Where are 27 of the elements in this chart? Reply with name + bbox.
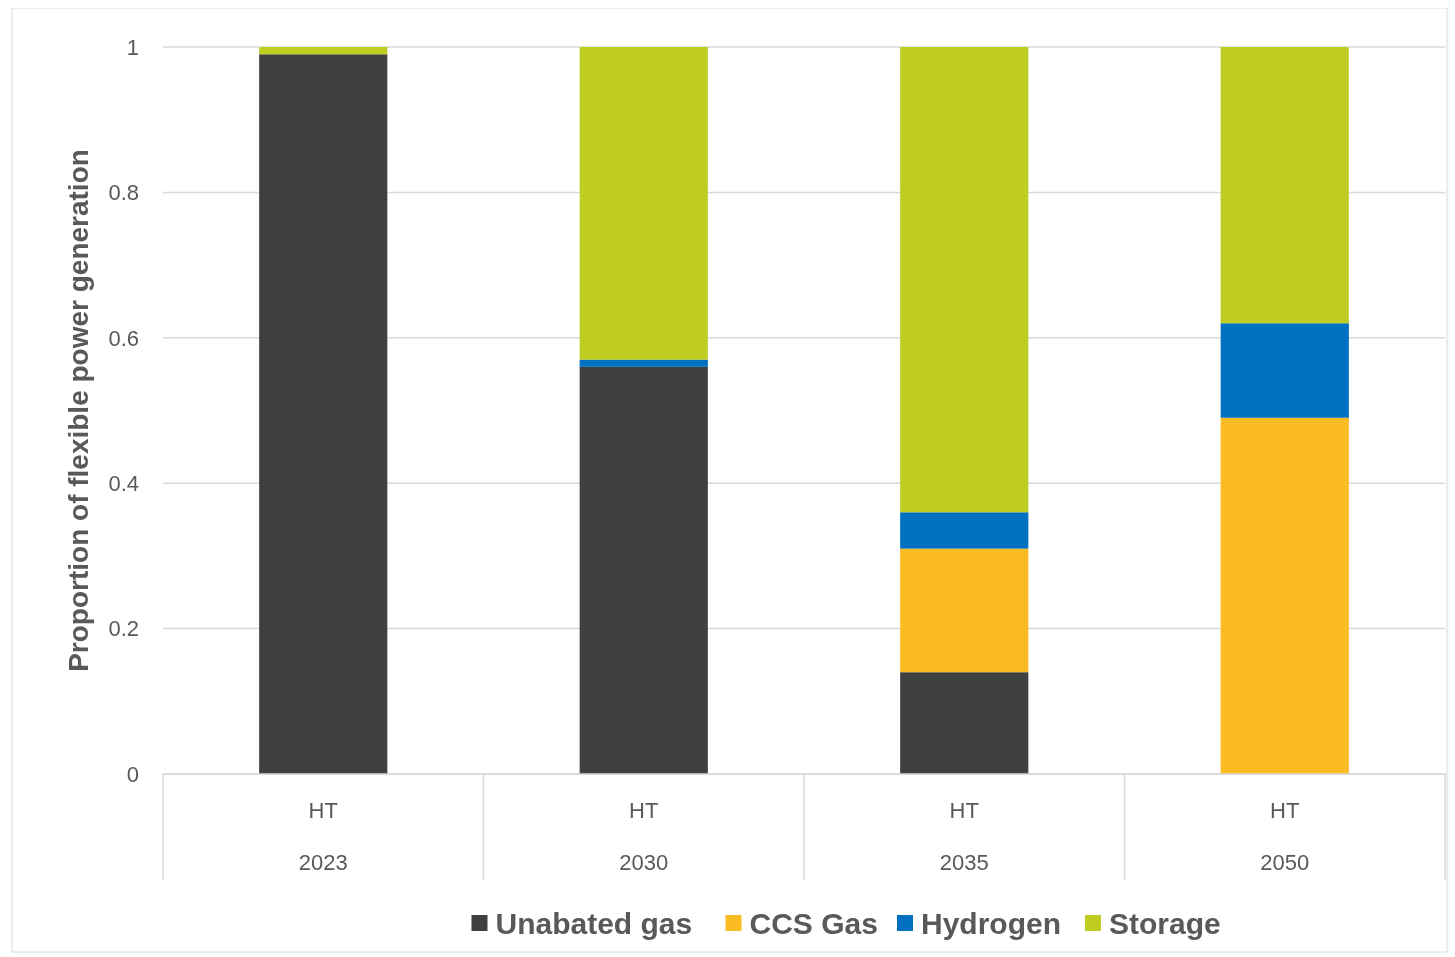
legend-label: Unabated gas — [495, 906, 693, 940]
bar — [1220, 417, 1349, 774]
y-tick-label: 0.8 — [108, 180, 139, 206]
bar — [900, 548, 1029, 673]
y-tick-label: 1 — [126, 34, 139, 60]
y-tick-label: 0 — [126, 761, 139, 787]
bar — [900, 672, 1029, 774]
y-tick-label: 0.4 — [108, 470, 139, 496]
y-tick-label: 0.2 — [108, 616, 139, 642]
y-tick-label: 0.6 — [108, 325, 139, 351]
y-axis-title: Proportion of flexible power generation — [63, 149, 94, 672]
bar — [259, 47, 388, 55]
bar — [259, 54, 388, 774]
legend-label: CCS Gas — [749, 906, 878, 940]
bar — [579, 359, 708, 367]
legend-label: Hydrogen — [921, 906, 1062, 940]
category-label: HT 2050 — [1260, 798, 1310, 875]
bar — [900, 47, 1029, 513]
category-label: HT 2023 — [298, 798, 348, 875]
bar — [900, 512, 1029, 549]
bar — [579, 47, 708, 360]
bar — [1220, 323, 1349, 418]
bar — [579, 366, 708, 774]
legend-label: Storage — [1109, 906, 1221, 940]
bar — [1220, 47, 1349, 324]
category-label: HT 2035 — [939, 798, 989, 875]
category-label: HT 2030 — [619, 798, 669, 875]
